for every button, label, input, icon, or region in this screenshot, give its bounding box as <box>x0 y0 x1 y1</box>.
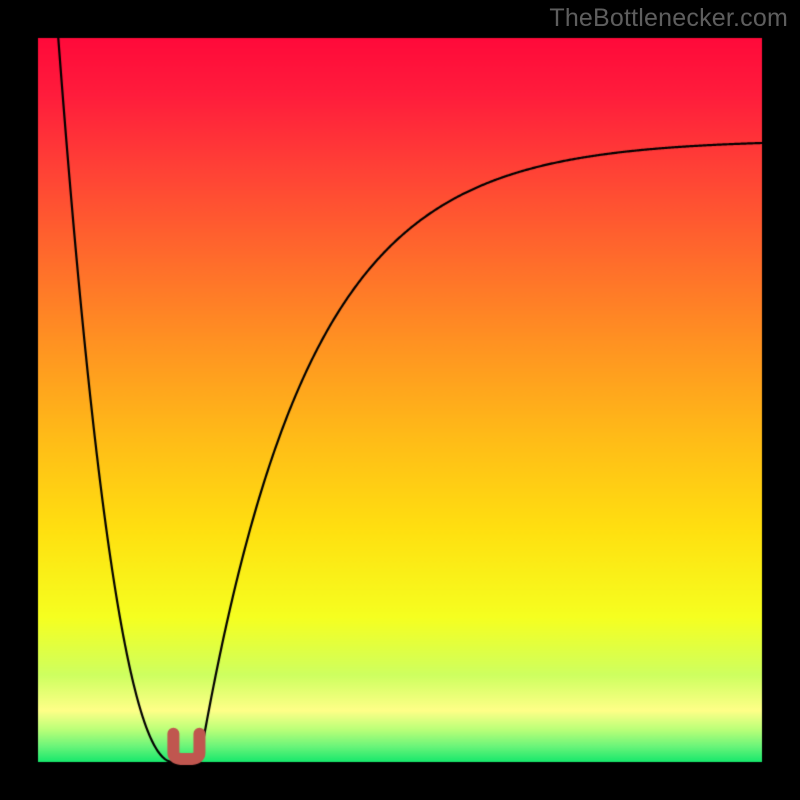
chart-stage: TheBottlenecker.com <box>0 0 800 800</box>
watermark-text: TheBottlenecker.com <box>549 4 788 33</box>
bottleneck-curve-plot <box>0 0 800 800</box>
